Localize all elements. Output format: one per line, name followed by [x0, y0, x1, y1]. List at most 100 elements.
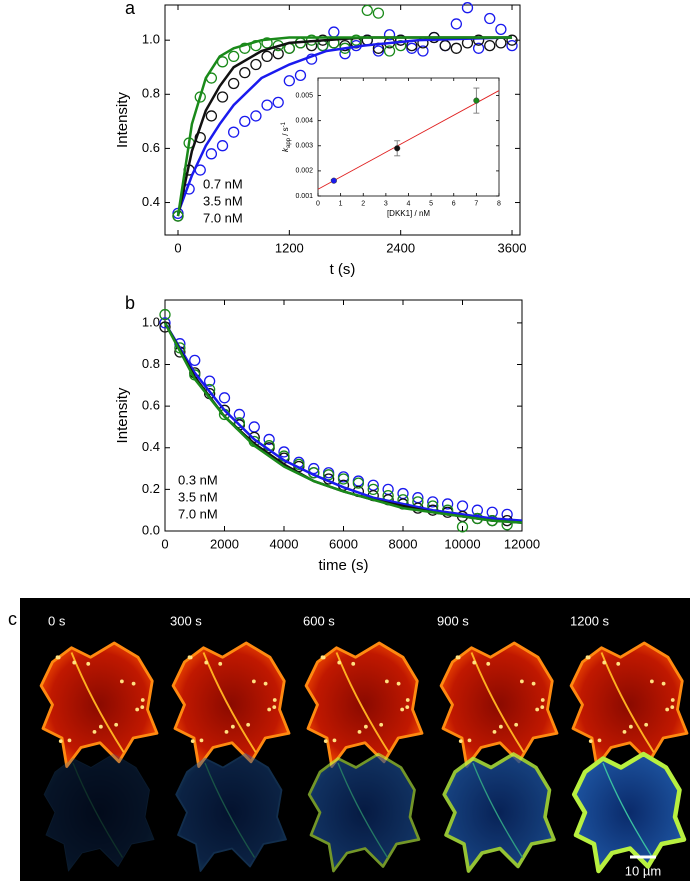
y-tick-label: 0.2 — [142, 481, 160, 496]
y-tick-label: 0.6 — [142, 140, 160, 155]
vesicle — [458, 739, 463, 743]
legend-entry: 7.0 nM — [178, 506, 218, 521]
data-point — [216, 140, 229, 152]
data-point — [506, 39, 518, 52]
y-tick-label: 0.8 — [142, 86, 160, 101]
vesicle — [405, 698, 410, 702]
x-tick-label: 0 — [161, 537, 168, 552]
data-point — [272, 96, 284, 109]
data-point — [239, 115, 251, 128]
y-tick-label: 0.002 — [295, 168, 313, 175]
data-point — [250, 58, 262, 71]
data-point — [456, 521, 469, 533]
y-tick-label: 0.005 — [295, 92, 313, 99]
vesicle — [602, 660, 607, 665]
vesicle — [588, 739, 593, 743]
plot-area — [172, 2, 518, 222]
y-tick-label: 0.0 — [142, 522, 160, 537]
data-point — [441, 498, 454, 510]
data-point — [506, 34, 518, 46]
x-tick-label: 8000 — [389, 537, 418, 552]
data-point — [395, 34, 407, 46]
y-label-symbol: k — [281, 147, 290, 152]
panel-label: b — [125, 293, 135, 313]
fit-line — [163, 322, 523, 524]
data-point — [272, 48, 284, 60]
panel-label: c — [8, 609, 17, 629]
vesicle — [597, 738, 602, 743]
vesicle — [628, 724, 633, 729]
red-cell-image — [569, 641, 689, 768]
vesicle — [204, 660, 209, 665]
data-point — [159, 308, 171, 321]
y-tick-label: 1.0 — [142, 314, 160, 329]
vesicle — [272, 705, 277, 710]
x-tick-label: 3 — [384, 201, 388, 208]
vesicle — [131, 681, 136, 686]
data-point — [239, 42, 251, 54]
data-point — [383, 45, 396, 57]
frame-time-label: 0 s — [48, 613, 66, 628]
vesicle — [540, 698, 545, 702]
data-point — [189, 354, 201, 367]
vesicle — [114, 722, 119, 727]
data-point — [361, 4, 373, 17]
y-tick-label: 0.6 — [142, 398, 160, 413]
legend-entry: 3.5 nM — [178, 489, 218, 504]
legend-entry: 0.3 nM — [178, 472, 218, 487]
vesicle — [86, 661, 91, 666]
data-point — [159, 321, 171, 333]
data-point — [427, 496, 439, 508]
plot-frame — [164, 4, 521, 236]
vesicle — [363, 724, 368, 729]
vesicle — [396, 681, 401, 686]
vesicle — [58, 739, 63, 743]
vesicle — [519, 679, 524, 684]
vesicle — [72, 660, 77, 665]
vesicle — [351, 661, 356, 666]
x-tick-label: 7 — [474, 201, 478, 208]
data-point — [461, 2, 474, 14]
vesicle — [616, 661, 621, 666]
vesicle — [661, 681, 666, 686]
inset-point — [394, 145, 401, 152]
frame-time-label: 600 s — [303, 613, 335, 628]
vesicle — [384, 679, 389, 684]
green-cell-image — [307, 752, 421, 873]
data-point — [218, 392, 231, 404]
x-tick-label: 2400 — [386, 241, 415, 256]
x-tick-label: 1 — [339, 201, 343, 208]
inset-fit-line — [317, 90, 500, 190]
data-point — [194, 91, 206, 103]
legend-entry: 7.0 nM — [203, 210, 243, 225]
data-point — [283, 75, 295, 87]
x-tick-label: 8 — [497, 201, 501, 208]
y-axis-label: Intensity — [114, 387, 131, 443]
legend-entry: 3.5 nM — [203, 193, 243, 208]
data-point — [383, 29, 396, 41]
vesicle — [472, 660, 477, 665]
vesicle — [405, 705, 410, 710]
plot-area — [159, 308, 523, 533]
data-point — [205, 148, 218, 160]
data-point — [263, 433, 275, 446]
vesicle — [67, 738, 72, 743]
vesicle — [272, 698, 277, 702]
x-tick-label: 6 — [452, 201, 456, 208]
y-label-superscript: -1 — [281, 121, 287, 127]
vesicle — [187, 655, 192, 660]
vesicle — [535, 707, 540, 712]
data-point — [372, 7, 385, 19]
green-cell-image — [574, 754, 684, 871]
data-point — [233, 417, 246, 429]
y-tick-label: 1.0 — [142, 32, 160, 47]
vesicle — [644, 722, 649, 727]
vesicle — [251, 679, 256, 684]
cell-junction — [204, 762, 256, 858]
x-tick-label: 0 — [316, 201, 320, 208]
data-point — [372, 45, 385, 57]
y-tick-label: 0.4 — [142, 439, 160, 454]
inset-point — [473, 97, 480, 104]
data-point — [350, 34, 362, 46]
